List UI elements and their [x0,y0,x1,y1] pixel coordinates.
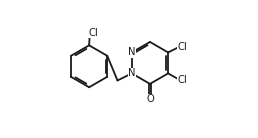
Text: N: N [128,47,135,57]
Text: Cl: Cl [178,42,188,52]
Text: O: O [146,94,154,104]
Text: N: N [128,68,135,78]
Text: Cl: Cl [89,28,99,38]
Text: Cl: Cl [178,75,188,85]
